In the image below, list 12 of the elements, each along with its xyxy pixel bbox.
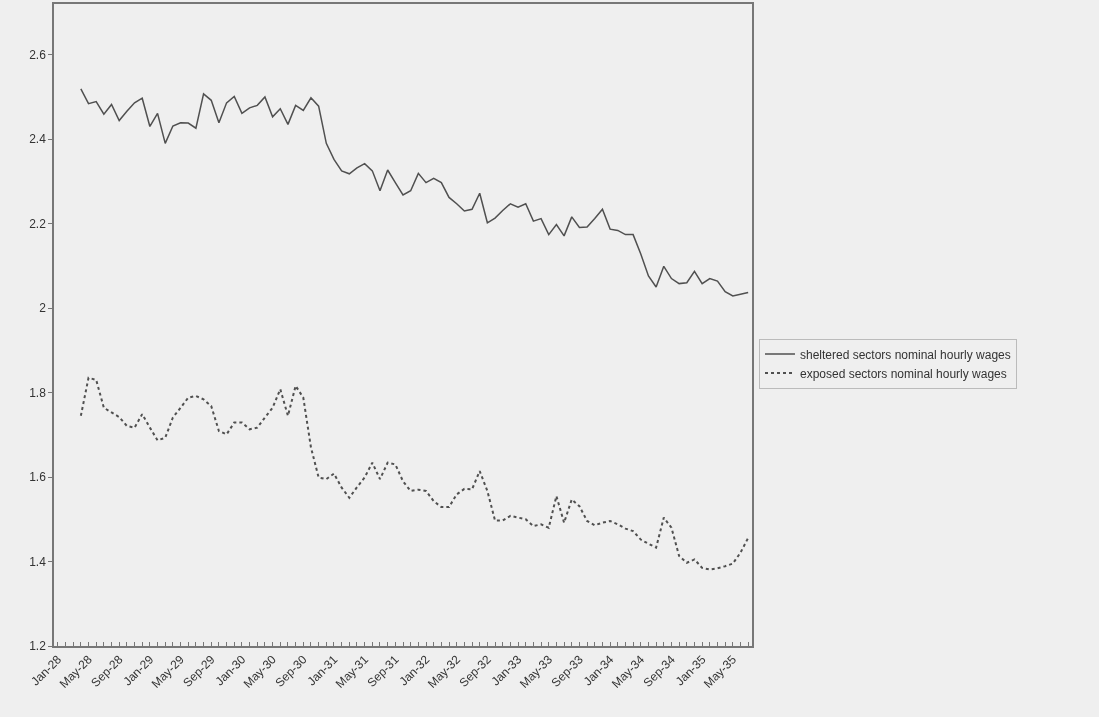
- y-tick-label: 1.8: [29, 385, 47, 400]
- y-tick-label: 2: [39, 301, 47, 316]
- y-tick-label: 1.4: [29, 554, 47, 569]
- line-series: [79, 376, 750, 571]
- y-tick-label: 1.6: [29, 470, 47, 485]
- y-tick-label: 2.4: [29, 132, 47, 147]
- y-tick-label: 2.2: [29, 216, 47, 231]
- y-tick-label: 1.2: [29, 639, 47, 654]
- line-series: [80, 88, 749, 297]
- legend-label: exposed sectors nominal hourly wages: [799, 366, 1007, 381]
- y-tick-label: 2.6: [29, 47, 47, 62]
- legend-label: sheltered sectors nominal hourly wages: [799, 347, 1011, 362]
